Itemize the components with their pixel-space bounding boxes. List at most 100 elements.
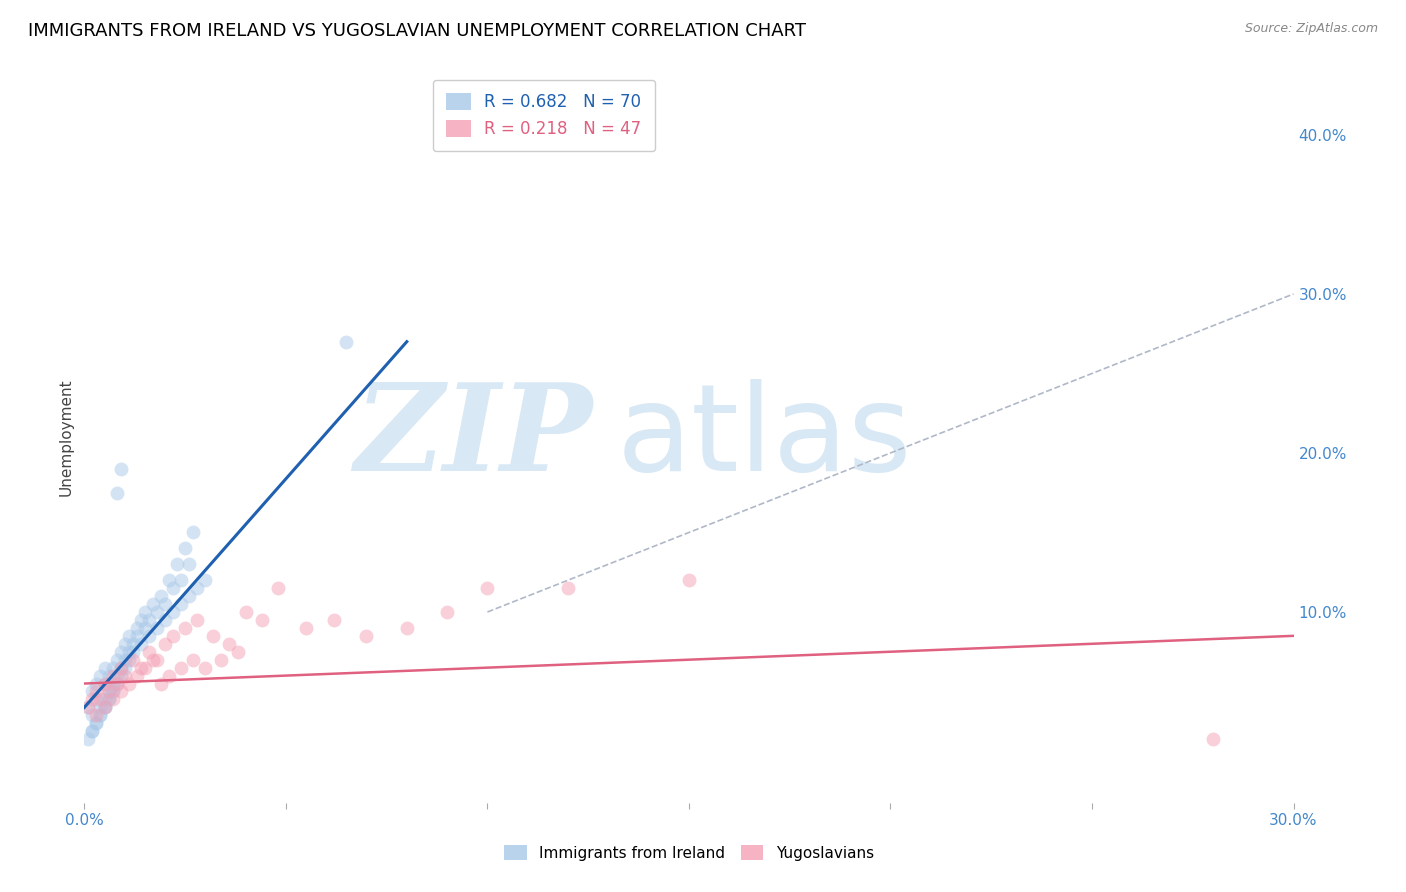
Point <box>86 692 108 706</box>
Point <box>134 621 156 635</box>
Point <box>82 724 104 739</box>
Point <box>82 692 104 706</box>
Point <box>121 637 143 651</box>
Point <box>77 700 100 714</box>
Point <box>157 668 180 682</box>
Point <box>114 660 136 674</box>
Point <box>118 645 141 659</box>
Point <box>97 692 120 706</box>
Point <box>110 660 132 674</box>
Text: IMMIGRANTS FROM IRELAND VS YUGOSLAVIAN UNEMPLOYMENT CORRELATION CHART: IMMIGRANTS FROM IRELAND VS YUGOSLAVIAN U… <box>28 22 806 40</box>
Point <box>138 613 160 627</box>
Point <box>110 668 132 682</box>
Point <box>129 613 152 627</box>
Point <box>118 653 141 667</box>
Point <box>162 629 184 643</box>
Point <box>114 637 136 651</box>
Point <box>194 660 217 674</box>
Point <box>295 621 318 635</box>
Text: Source: ZipAtlas.com: Source: ZipAtlas.com <box>1244 22 1378 36</box>
Point <box>125 621 148 635</box>
Point <box>114 653 136 667</box>
Point <box>89 668 111 682</box>
Point <box>557 581 579 595</box>
Point <box>89 708 111 723</box>
Point <box>209 653 232 667</box>
Point <box>114 668 136 682</box>
Point <box>86 716 108 731</box>
Point <box>142 597 165 611</box>
Point <box>267 581 290 595</box>
Point <box>153 637 176 651</box>
Point <box>82 708 104 723</box>
Point <box>477 581 499 595</box>
Legend: Immigrants from Ireland, Yugoslavians: Immigrants from Ireland, Yugoslavians <box>496 837 882 868</box>
Point <box>97 668 120 682</box>
Point <box>105 676 128 690</box>
Point <box>97 684 120 698</box>
Point <box>121 645 143 659</box>
Point <box>121 653 143 667</box>
Point <box>138 645 160 659</box>
Point <box>105 676 128 690</box>
Point <box>118 629 141 643</box>
Point <box>146 621 169 635</box>
Point <box>186 581 208 595</box>
Point <box>138 629 160 643</box>
Point <box>101 684 124 698</box>
Point <box>93 700 115 714</box>
Point <box>162 581 184 595</box>
Point <box>93 692 115 706</box>
Text: atlas: atlas <box>616 378 912 496</box>
Point <box>77 732 100 747</box>
Point <box>153 613 176 627</box>
Point <box>174 621 197 635</box>
Point <box>77 700 100 714</box>
Point <box>235 605 257 619</box>
Point <box>110 660 132 674</box>
Point <box>97 684 120 698</box>
Point <box>162 605 184 619</box>
Point <box>170 660 193 674</box>
Point <box>153 597 176 611</box>
Point <box>146 653 169 667</box>
Point <box>89 692 111 706</box>
Point <box>226 645 249 659</box>
Point <box>181 525 204 540</box>
Point <box>93 660 115 674</box>
Point <box>170 597 193 611</box>
Point <box>395 621 418 635</box>
Point <box>142 653 165 667</box>
Point <box>129 660 152 674</box>
Point <box>101 660 124 674</box>
Point <box>97 692 120 706</box>
Point <box>134 660 156 674</box>
Point <box>105 653 128 667</box>
Point <box>179 558 201 572</box>
Point <box>157 573 180 587</box>
Point <box>93 676 115 690</box>
Point <box>110 684 132 698</box>
Point <box>181 653 204 667</box>
Point <box>323 613 346 627</box>
Point <box>93 676 115 690</box>
Point <box>86 684 108 698</box>
Point <box>179 589 201 603</box>
Point <box>436 605 458 619</box>
Point <box>101 684 124 698</box>
Point <box>82 684 104 698</box>
Point <box>202 629 225 643</box>
Point <box>101 692 124 706</box>
Point <box>93 700 115 714</box>
Point <box>678 573 700 587</box>
Point <box>149 676 172 690</box>
Text: ZIP: ZIP <box>354 378 592 496</box>
Point <box>149 589 172 603</box>
Point <box>1202 732 1225 747</box>
Point <box>93 700 115 714</box>
Point <box>101 668 124 682</box>
Point <box>110 645 132 659</box>
Point <box>186 613 208 627</box>
Point <box>110 462 132 476</box>
Point <box>166 558 188 572</box>
